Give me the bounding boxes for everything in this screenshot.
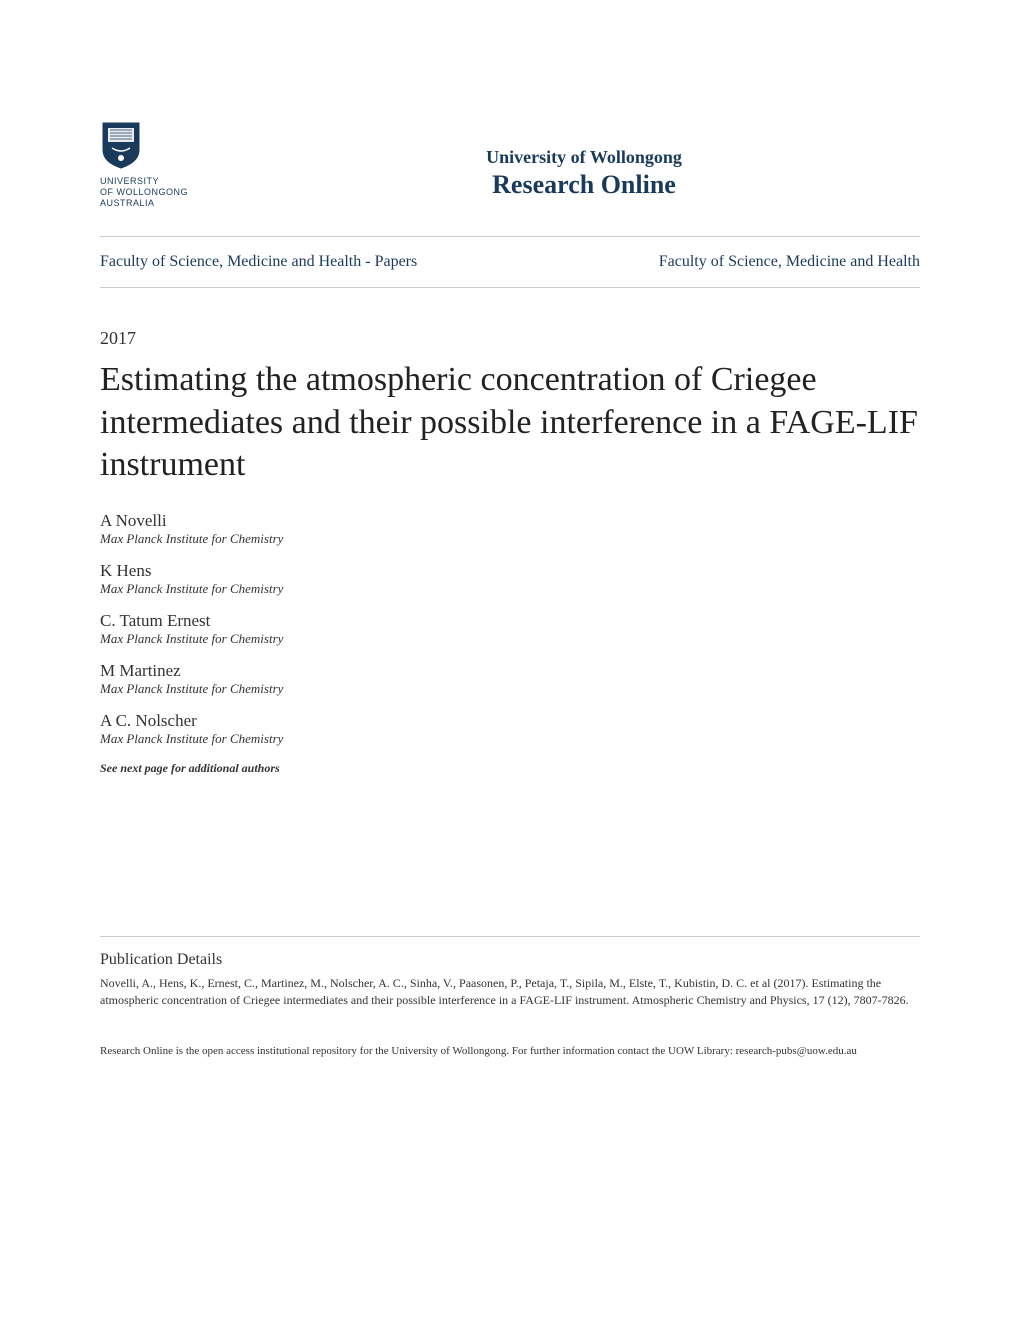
author-name: A Novelli [100,511,920,531]
author-affiliation: Max Planck Institute for Chemistry [100,631,920,647]
author-block: M Martinez Max Planck Institute for Chem… [100,661,920,697]
site-name[interactable]: Research Online [248,170,920,200]
divider-breadcrumb [100,287,920,288]
see-next-page: See next page for additional authors [100,761,920,776]
author-block: A Novelli Max Planck Institute for Chemi… [100,511,920,547]
breadcrumb-left[interactable]: Faculty of Science, Medicine and Health … [100,253,417,271]
breadcrumb-right[interactable]: Faculty of Science, Medicine and Health [659,253,920,271]
paper-title: Estimating the atmospheric concentration… [100,359,920,487]
author-affiliation: Max Planck Institute for Chemistry [100,731,920,747]
university-name: University of Wollongong [248,147,920,168]
author-name: K Hens [100,561,920,581]
university-logo: UNIVERSITY OF WOLLONGONG AUSTRALIA [100,120,188,208]
author-affiliation: Max Planck Institute for Chemistry [100,581,920,597]
divider-pub-top [100,936,920,937]
shield-icon [100,120,142,170]
footer-text: Research Online is the open access insti… [100,1044,920,1059]
publication-details-text: Novelli, A., Hens, K., Ernest, C., Marti… [100,975,920,1009]
author-name: C. Tatum Ernest [100,611,920,631]
header-title-block: University of Wollongong Research Online [248,147,920,208]
logo-text-line1: UNIVERSITY [100,176,159,187]
author-block: A C. Nolscher Max Planck Institute for C… [100,711,920,747]
header: UNIVERSITY OF WOLLONGONG AUSTRALIA Unive… [100,120,920,208]
author-name: M Martinez [100,661,920,681]
author-name: A C. Nolscher [100,711,920,731]
publication-details-heading: Publication Details [100,951,920,969]
logo-text-line3: AUSTRALIA [100,198,155,209]
publication-year: 2017 [100,328,920,349]
author-affiliation: Max Planck Institute for Chemistry [100,531,920,547]
author-affiliation: Max Planck Institute for Chemistry [100,681,920,697]
author-block: K Hens Max Planck Institute for Chemistr… [100,561,920,597]
breadcrumb: Faculty of Science, Medicine and Health … [100,237,920,287]
logo-text-line2: OF WOLLONGONG [100,187,188,198]
author-block: C. Tatum Ernest Max Planck Institute for… [100,611,920,647]
publication-details-section: Publication Details Novelli, A., Hens, K… [100,936,920,1009]
